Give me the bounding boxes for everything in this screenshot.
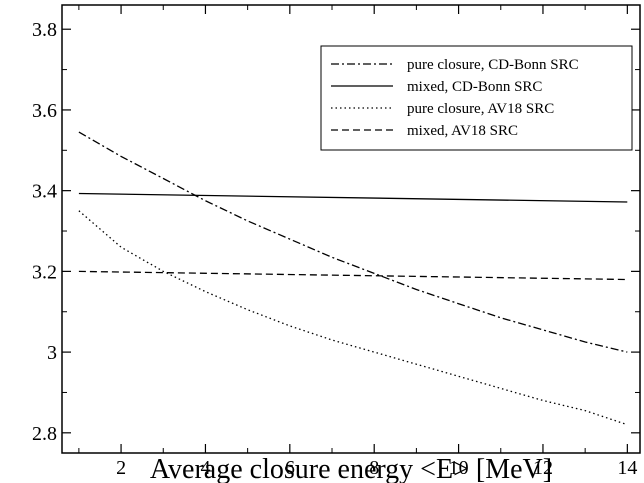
series-line-3 (78, 270, 628, 281)
y-tick-label: 3.8 (32, 19, 57, 41)
x-tick-label: 2 (116, 457, 126, 479)
legend-label-3: mixed, AV18 SRC (407, 123, 518, 139)
y-tick-label: 3.4 (32, 181, 57, 203)
x-tick-label: 6 (285, 457, 295, 479)
x-tick-label: 12 (533, 457, 553, 479)
plot-area (61, 4, 641, 454)
y-tick-label: 2.8 (32, 423, 57, 445)
x-tick-label: 8 (369, 457, 379, 479)
x-tick-label: 14 (617, 457, 637, 479)
y-tick-label: 3.2 (32, 261, 57, 283)
series-line-2 (78, 210, 628, 426)
legend: pure closure, CD-Bonn SRC mixed, CD-Bonn … (320, 45, 633, 151)
x-tick-label: 10 (449, 457, 469, 479)
series-lines (78, 131, 628, 426)
y-tick-label: 3.6 (32, 100, 57, 122)
legend-label-2: pure closure, AV18 SRC (407, 101, 554, 117)
legend-label-0: pure closure, CD-Bonn SRC (407, 57, 579, 73)
plot-frame (61, 4, 641, 454)
x-axis-title: Average closure energy <E> [MeV] (150, 454, 552, 483)
y-tick-label: 3 (47, 342, 57, 364)
series-line-0 (78, 131, 628, 353)
series-line-1 (78, 192, 628, 203)
x-tick-label: 4 (200, 457, 210, 479)
legend-box (320, 45, 633, 151)
legend-label-1: mixed, CD-Bonn SRC (407, 79, 542, 95)
axis-ticks: 2 4 6 8 10 12 14 2.8 3 3.2 3.4 3.6 3.8 (32, 5, 640, 479)
